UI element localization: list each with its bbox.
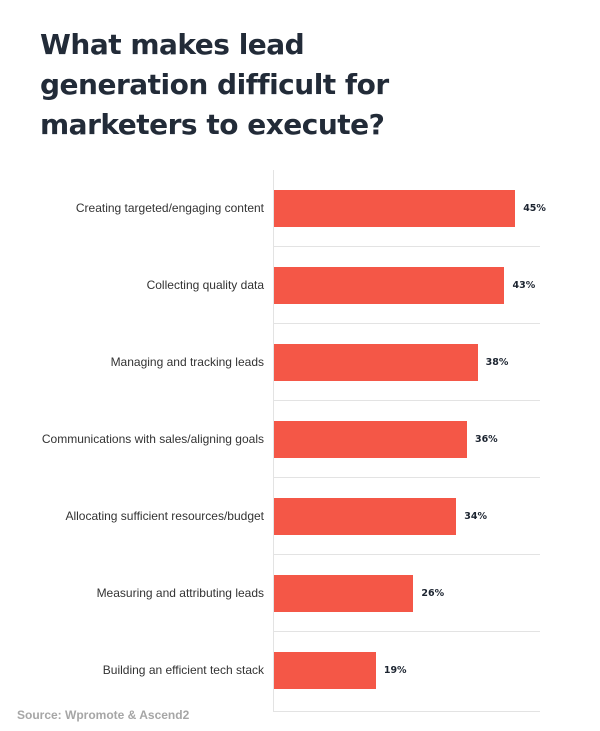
x-axis-baseline	[274, 711, 540, 712]
row-divider	[274, 246, 540, 247]
row-divider	[274, 477, 540, 478]
category-label: Measuring and attributing leads	[96, 586, 264, 600]
bar-row: Measuring and attributing leads 26%	[0, 555, 600, 632]
bar-row: Allocating sufficient resources/budget 34…	[0, 478, 600, 555]
bar-chart: Creating targeted/engaging content 45% Col…	[0, 170, 600, 712]
bar-row: Managing and tracking leads 38%	[0, 324, 600, 401]
bar	[274, 498, 457, 535]
value-label: 36%	[474, 434, 498, 445]
category-label: Managing and tracking leads	[110, 355, 264, 369]
category-label: Allocating sufficient resources/budget	[65, 509, 264, 523]
category-label: Creating targeted/engaging content	[75, 201, 264, 215]
row-divider	[274, 323, 540, 324]
value-label: 26%	[421, 588, 445, 599]
bar	[274, 344, 478, 381]
row-divider	[274, 400, 540, 401]
bar	[274, 190, 516, 227]
category-label: Communications with sales/aligning goals	[41, 432, 264, 446]
source-note: Source: Wpromote & Ascend2	[17, 708, 190, 722]
value-label: 34%	[464, 511, 487, 522]
value-label: 19%	[383, 665, 407, 676]
value-label: 38%	[485, 357, 509, 368]
row-divider	[274, 631, 540, 632]
bar	[274, 575, 414, 612]
row-divider	[274, 554, 540, 555]
bar	[274, 267, 505, 304]
bar-row: Building an efficient tech stack 19%	[0, 632, 600, 709]
y-axis-line	[273, 170, 274, 712]
bar-row: Communications with sales/aligning goals…	[0, 401, 600, 478]
value-label: 45%	[523, 203, 546, 214]
bar	[274, 652, 376, 689]
bar	[274, 421, 467, 458]
chart-title: What makes lead generation difficult for…	[40, 28, 389, 141]
category-label: Building an efficient tech stack	[102, 663, 264, 677]
value-label: 43%	[512, 280, 536, 291]
bar-row: Creating targeted/engaging content 45%	[0, 170, 600, 247]
category-label: Collecting quality data	[146, 278, 264, 292]
bar-row: Collecting quality data 43%	[0, 247, 600, 324]
